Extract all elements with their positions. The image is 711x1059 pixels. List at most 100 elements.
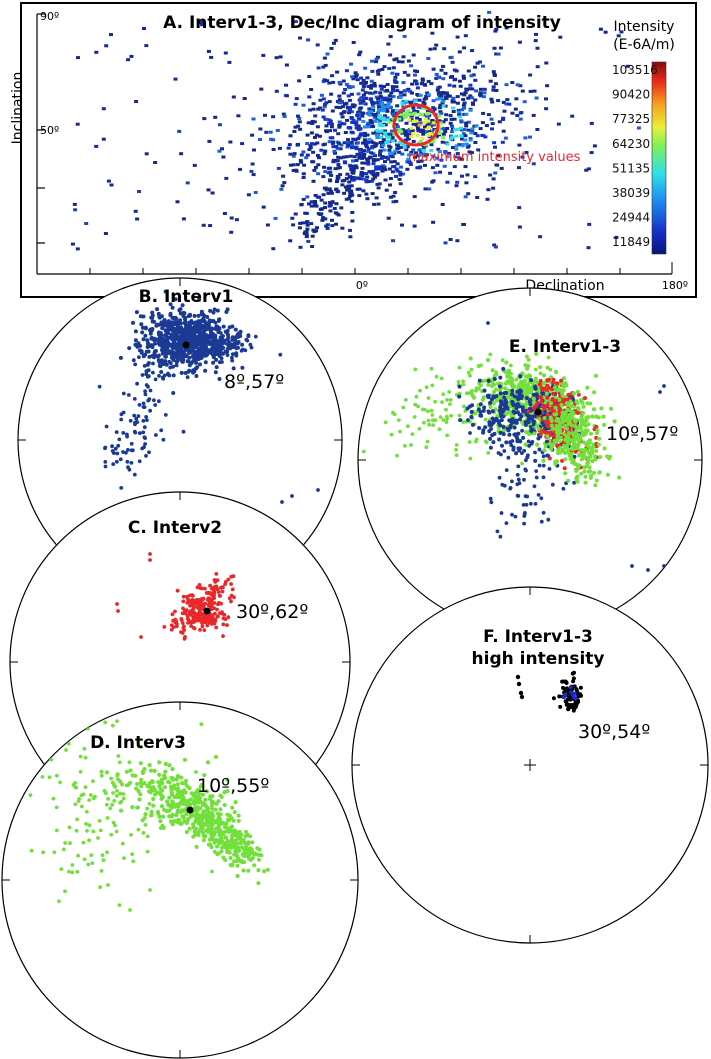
panel-b-datapoint (187, 323, 192, 327)
panel-a-datapoint (251, 173, 256, 177)
panel-d-datapoint (118, 808, 124, 813)
panel-a-datapoint (453, 128, 457, 132)
panel-e-datapoint (468, 456, 473, 461)
panel-e-datapoint (515, 472, 520, 477)
panel-a-datapoint (351, 41, 356, 44)
panel-a-datapoint (340, 105, 345, 109)
panel-a-datapoint (312, 142, 317, 146)
panel-a-datapoint (427, 187, 432, 191)
panel-a-datapoint (490, 100, 495, 104)
panel-d-datapoint (135, 805, 139, 810)
panel-a-datapoint (347, 143, 352, 147)
panel-a-datapoint (349, 184, 354, 188)
panel-a-datapoint (482, 91, 487, 95)
panel-c-datapoint (209, 622, 214, 626)
panel-d-datapoint (91, 829, 96, 834)
panel-a-datapoint (378, 150, 383, 154)
panel-a-datapoint (459, 134, 464, 138)
panel-a-datapoint (391, 239, 395, 243)
panel-a-datapoint (492, 74, 497, 77)
panel-a-datapoint (406, 109, 411, 113)
panel-a-datapoint (468, 138, 473, 142)
panel-d-datapoint (49, 757, 53, 762)
panel-e-datapoint (520, 461, 524, 466)
panel-a-datapoint (490, 127, 494, 131)
panel-a-datapoint (395, 143, 400, 147)
panel-e-datapoint (468, 431, 472, 435)
panel-e-datapoint (578, 426, 583, 431)
panel-a-datapoint (496, 52, 501, 56)
panel-a-datapoint (429, 148, 434, 152)
panel-a-datapoint (298, 245, 303, 249)
panel-b-datapoint (214, 352, 218, 357)
panel-a-datapoint (75, 122, 80, 126)
panel-b-datapoint (149, 336, 154, 341)
panel-a-datapoint (175, 200, 180, 204)
panel-a-datapoint (337, 94, 342, 98)
panel-e-datapoint (566, 448, 571, 453)
panel-a-datapoint (489, 97, 494, 101)
panel-a-datapoint (331, 145, 336, 149)
panel-a-datapoint (308, 146, 313, 149)
panel-e-datapoint (395, 453, 399, 458)
panel-b-datapoint (179, 325, 184, 330)
panel-a-datapoint (558, 35, 563, 39)
panel-d-datapoint (178, 792, 183, 798)
panel-c-datapoint (139, 635, 143, 639)
panel-e-datapoint (504, 360, 509, 365)
panel-b-datapoint (166, 340, 171, 345)
panel-a-datapoint (221, 155, 226, 159)
panel-a-datapoint (416, 154, 421, 158)
panel-e-datapoint (515, 436, 520, 441)
panel-a-datapoint (416, 129, 421, 133)
panel-e-datapoint (501, 366, 506, 371)
panel-a-datapoint (432, 107, 437, 111)
panel-f-title-1: F. Interv1-3 (483, 627, 593, 647)
panel-a-datapoint (522, 100, 527, 104)
panel-a-datapoint (544, 61, 549, 65)
panel-e-datapoint (498, 423, 502, 428)
panel-c-datapoint (208, 583, 213, 588)
panel-a-datapoint (431, 99, 436, 103)
panel-e-datapoint (510, 388, 515, 393)
panel-b-datapoint (141, 419, 146, 423)
panel-a-datapoint (420, 112, 424, 116)
panel-a-datapoint (327, 118, 332, 122)
panel-a-datapoint (234, 218, 239, 222)
panel-b-datapoint (141, 405, 146, 409)
panel-d-datapoint (232, 859, 237, 864)
panel-a-datapoint (377, 105, 381, 109)
panel-d-datapoint (205, 829, 210, 834)
panel-d-datapoint (208, 814, 213, 819)
panel-d-datapoint (191, 834, 196, 839)
panel-a-datapoint (177, 129, 182, 133)
panel-a-datapoint (450, 135, 455, 139)
panel-a-datapoint (348, 164, 353, 168)
panel-a-datapoint (337, 106, 342, 110)
panel-d-datapoint (182, 819, 187, 824)
panel-a-datapoint (348, 175, 353, 179)
panel-e-datapoint (429, 366, 434, 371)
panel-e-datapoint (605, 472, 610, 477)
panel-b-datapoint (238, 329, 243, 334)
panel-a-datapoint (366, 121, 371, 125)
panel-a-datapoint (278, 55, 283, 59)
panel-a-datapoint (301, 172, 306, 176)
panel-a-datapoint (337, 125, 342, 129)
panel-e-datapoint (489, 500, 494, 505)
panel-c-datapoint (214, 572, 219, 576)
panel-a-datapoint (295, 163, 300, 167)
panel-a-datapoint (292, 152, 297, 156)
panel-a-datapoint (284, 63, 289, 67)
panel-d-datapoint (122, 856, 126, 860)
panel-b-datapoint (195, 342, 200, 347)
panel-a-datapoint (394, 57, 399, 61)
panel-a-datapoint (359, 76, 364, 80)
panel-a-datapoint (450, 127, 455, 131)
panel-a-datapoint (224, 176, 229, 180)
panel-a-datapoint (436, 147, 441, 151)
panel-b-datapoint (113, 446, 118, 451)
panel-b-datapoint (221, 324, 226, 329)
panel-e-datapoint (537, 382, 542, 387)
